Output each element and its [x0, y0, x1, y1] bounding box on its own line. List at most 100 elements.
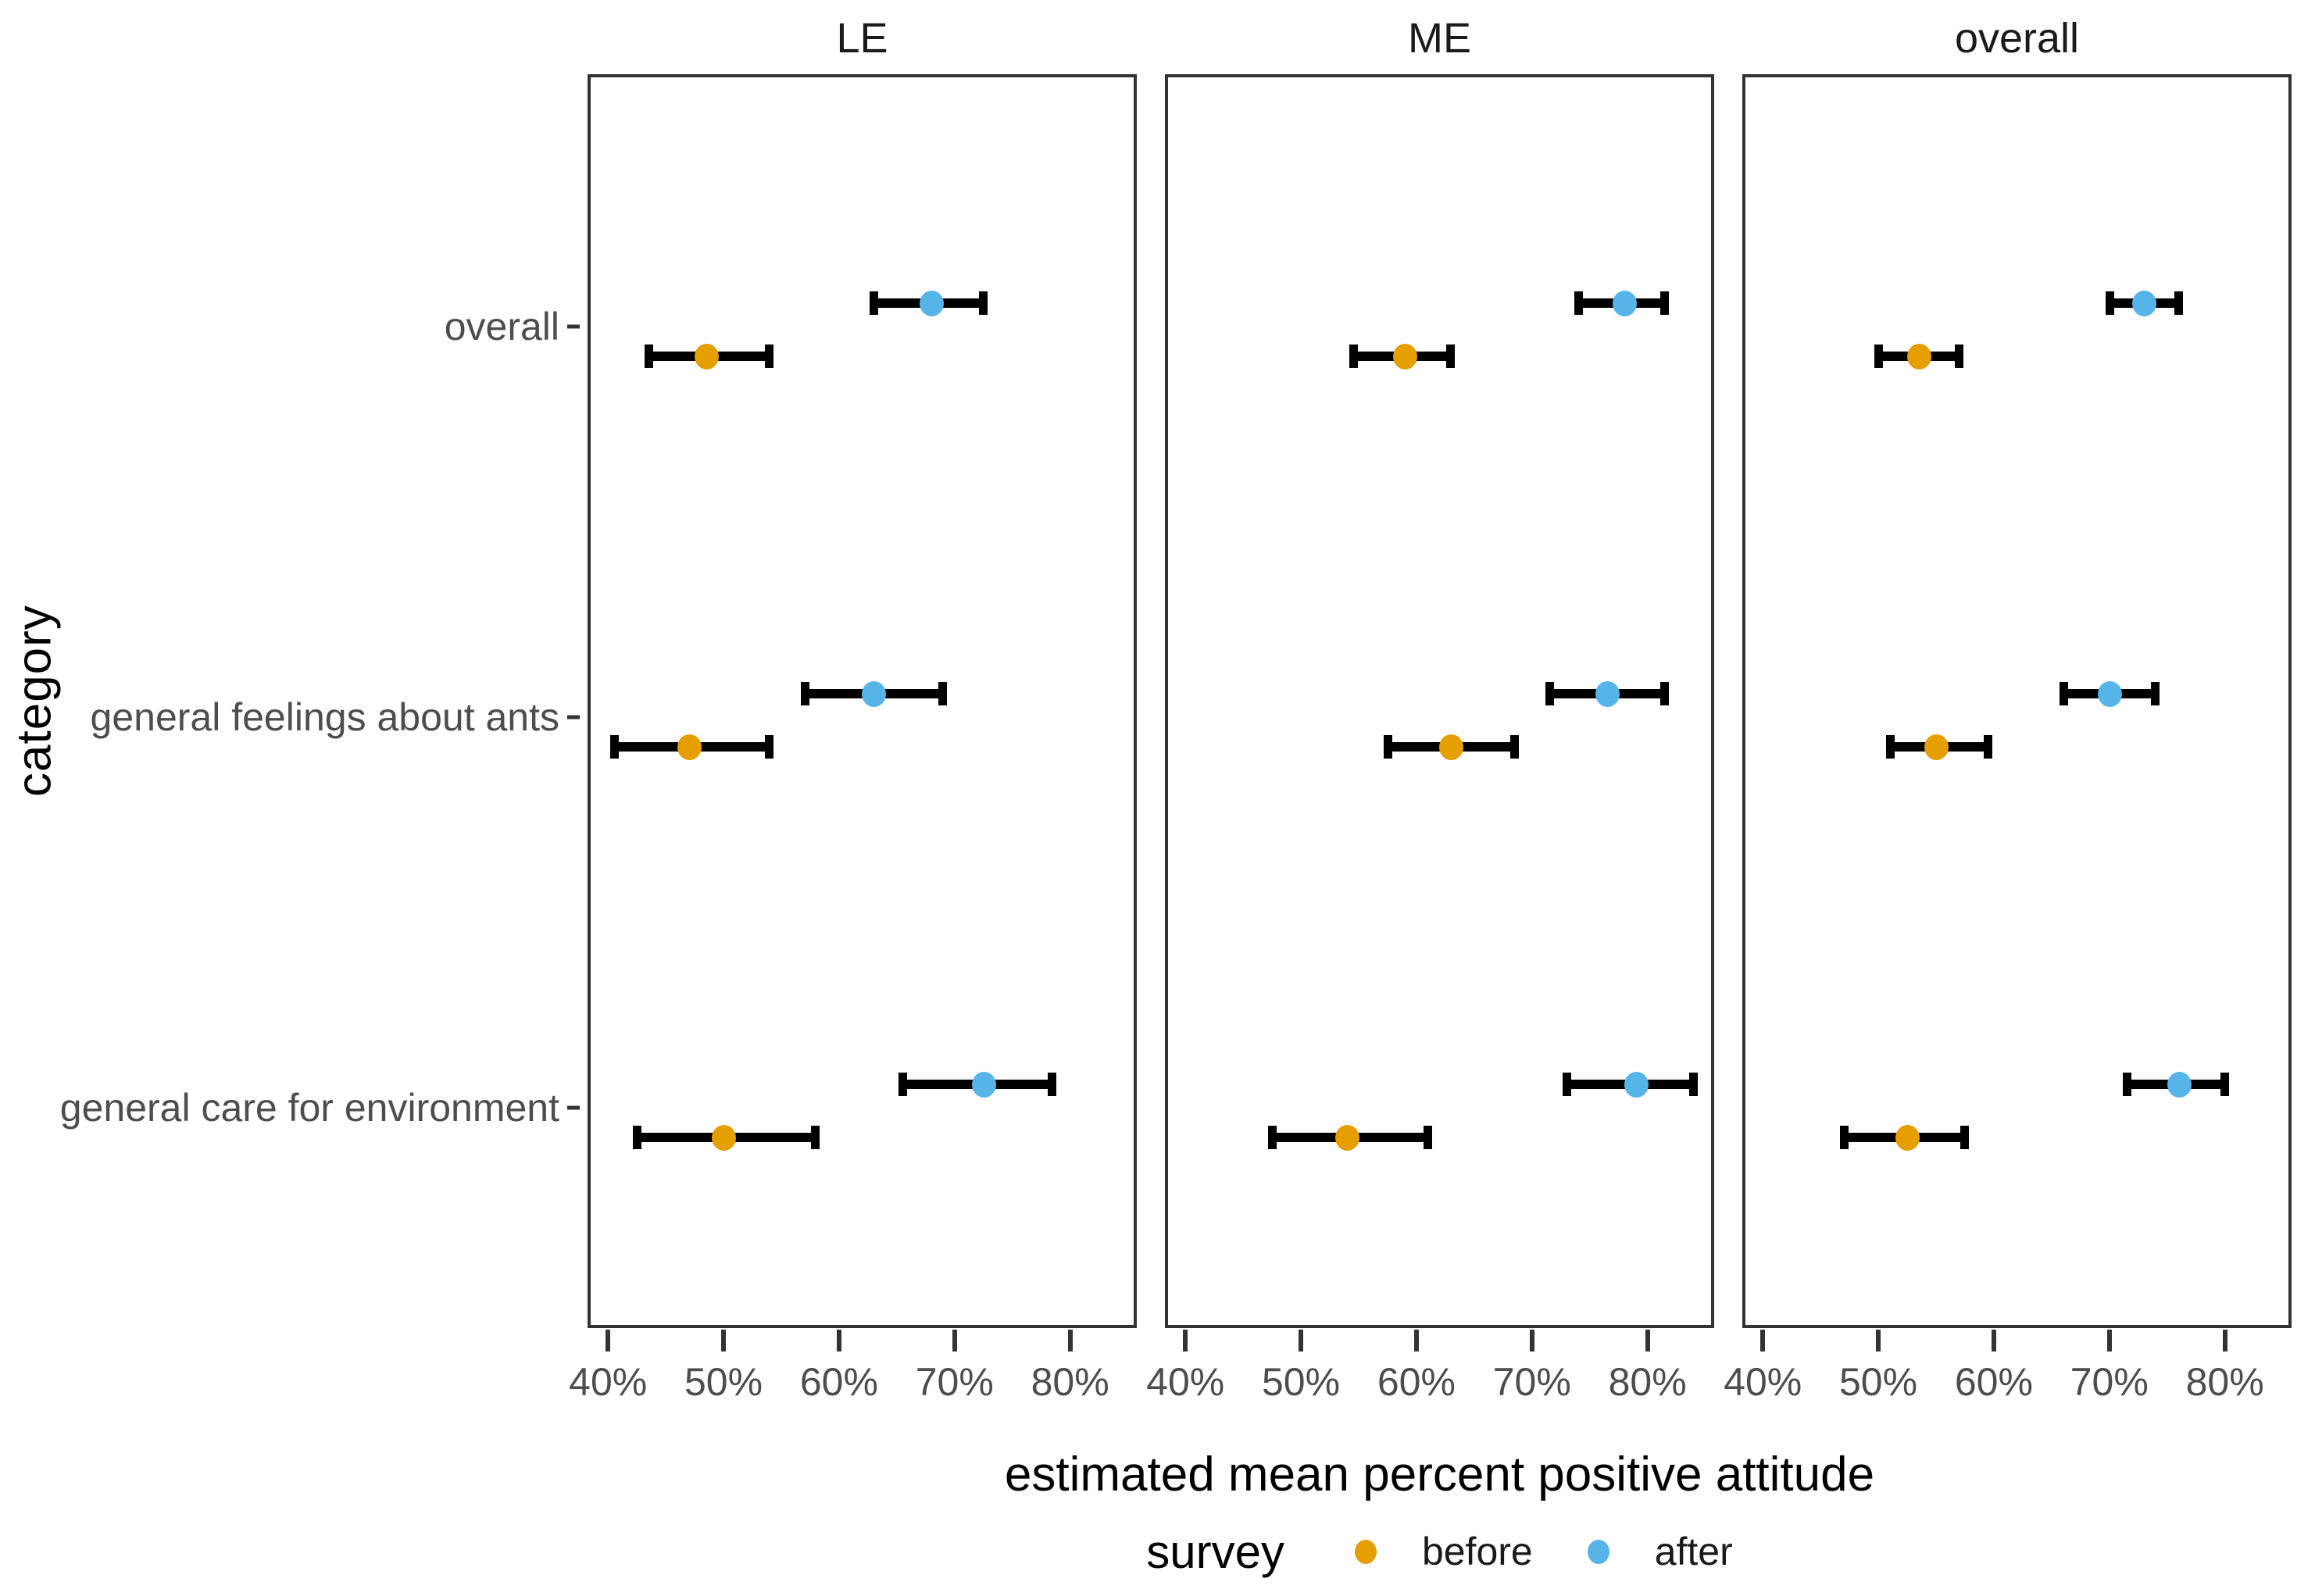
errorbar-cap-left — [609, 735, 619, 759]
errorbar-cap-right — [938, 682, 947, 705]
x-tick-mark — [2106, 1330, 2112, 1351]
category-tick-label: general care for environment — [59, 1086, 559, 1130]
errorbar-cap-left — [1839, 1126, 1849, 1149]
legend-label-after: after — [1654, 1530, 1733, 1573]
before-point — [1335, 1125, 1360, 1151]
x-tick-mark — [2222, 1330, 2227, 1351]
x-tick-mark — [721, 1330, 727, 1351]
errorbar-cap-left — [2059, 682, 2068, 705]
plot-panel-le — [588, 74, 1137, 1328]
x-tick-mark — [1645, 1330, 1650, 1351]
plot-panel-me — [1165, 74, 1714, 1328]
x-tick-mark — [1991, 1330, 1996, 1351]
before-point — [1393, 344, 1418, 370]
x-tick-label: 60% — [1377, 1360, 1456, 1404]
x-tick-mark — [1299, 1330, 1304, 1351]
x-axis-me: 40% 50% 60% 70% 80% — [1146, 1328, 1714, 1422]
after-point — [1624, 1072, 1649, 1098]
errorbar-cap-right — [1446, 345, 1456, 368]
y-tick-mark — [567, 324, 580, 329]
errorbar-cap-right — [1960, 1126, 1969, 1149]
x-tick-label: 70% — [915, 1360, 994, 1404]
before-dot-icon — [1354, 1539, 1377, 1564]
legend: survey before after — [588, 1514, 2292, 1589]
before-point — [677, 734, 702, 760]
after-point — [1595, 681, 1620, 707]
x-axis-overall: 40% 50% 60% 70% 80% — [1724, 1328, 2292, 1422]
errorbar-cap-right — [1983, 735, 1992, 759]
x-tick-mark — [1760, 1330, 1766, 1351]
errorbar-cap-left — [633, 1126, 642, 1149]
errorbar-cap-left — [1874, 345, 1884, 368]
x-tick-label: 70% — [2070, 1360, 2149, 1404]
errorbar-cap-right — [1659, 291, 1669, 315]
errorbar-cap-right — [1423, 1126, 1432, 1149]
plot-panel-overall — [1742, 74, 2292, 1328]
facet-title-le: LE — [836, 15, 888, 62]
errorbar-cap-right — [978, 291, 988, 315]
legend-item-after: after — [1587, 1529, 1733, 1574]
before-point — [694, 344, 719, 370]
x-tick-mark — [1183, 1330, 1188, 1351]
errorbar-cap-right — [1954, 345, 1963, 368]
errorbar-cap-right — [765, 345, 774, 368]
facet-title-overall: overall — [1954, 15, 2080, 62]
x-tick-mark — [1529, 1330, 1534, 1351]
after-point — [2097, 681, 2122, 707]
errorbar-cap-right — [1659, 682, 1669, 705]
errorbar-cap-left — [2105, 291, 2114, 315]
errorbar-cap-left — [1885, 735, 1895, 759]
x-tick-mark — [952, 1330, 957, 1351]
x-tick-label: 50% — [1839, 1360, 1918, 1404]
x-tick-mark — [1067, 1330, 1073, 1351]
category-tick-label: overall — [444, 305, 559, 348]
y-tick-mark — [567, 1105, 580, 1110]
errorbar-cap-left — [1383, 735, 1392, 759]
after-point — [862, 681, 887, 707]
errorbar-cap-right — [811, 1126, 820, 1149]
errorbar-cap-right — [1509, 735, 1519, 759]
errorbar-cap-right — [2150, 682, 2160, 705]
x-tick-mark — [836, 1330, 841, 1351]
after-point — [1613, 291, 1638, 316]
before-point — [1906, 344, 1931, 370]
x-tick-label: 40% — [1724, 1360, 1802, 1404]
x-tick-label: 60% — [799, 1360, 878, 1404]
errorbar-cap-right — [1688, 1073, 1698, 1096]
errorbar-cap-right — [2220, 1073, 2229, 1096]
x-axis-title: estimated mean percent positive attitude — [1004, 1448, 1875, 1501]
x-tick-mark — [1413, 1330, 1419, 1351]
x-tick-label: 80% — [2185, 1360, 2264, 1404]
errorbar-cap-left — [644, 345, 653, 368]
after-point — [2132, 291, 2157, 316]
errorbar-cap-left — [800, 682, 809, 705]
x-tick-label: 70% — [1492, 1360, 1571, 1404]
before-point — [1895, 1125, 1920, 1151]
errorbar-cap-left — [870, 291, 879, 315]
errorbar-cap-left — [1268, 1126, 1277, 1149]
x-axis-le: 40% 50% 60% 70% 80% — [569, 1328, 1137, 1422]
x-tick-label: 80% — [1031, 1360, 1109, 1404]
after-point — [971, 1072, 996, 1098]
errorbar-cap-left — [1349, 345, 1358, 368]
y-tick-mark — [567, 715, 580, 719]
after-dot-icon — [1587, 1539, 1609, 1564]
errorbar-cap-left — [2122, 1073, 2131, 1096]
errorbar-cap-right — [765, 735, 774, 759]
x-tick-label: 40% — [569, 1360, 648, 1404]
before-point — [712, 1125, 737, 1151]
x-tick-label: 50% — [684, 1360, 763, 1404]
category-tick-label: general feelings about ants — [90, 695, 559, 739]
errorbar-cap-left — [1545, 682, 1554, 705]
x-tick-mark — [1876, 1330, 1881, 1351]
before-point — [1439, 734, 1464, 760]
errorbar-cap-left — [1574, 291, 1583, 315]
legend-item-before: before — [1354, 1529, 1533, 1574]
x-tick-label: 80% — [1608, 1360, 1687, 1404]
y-axis-labels: overall general feelings about ants genera… — [0, 74, 580, 1328]
errorbar-cap-right — [1048, 1073, 1057, 1096]
x-tick-label: 40% — [1146, 1360, 1225, 1404]
legend-label-before: before — [1421, 1530, 1533, 1573]
errorbar-cap-right — [2174, 291, 2183, 315]
